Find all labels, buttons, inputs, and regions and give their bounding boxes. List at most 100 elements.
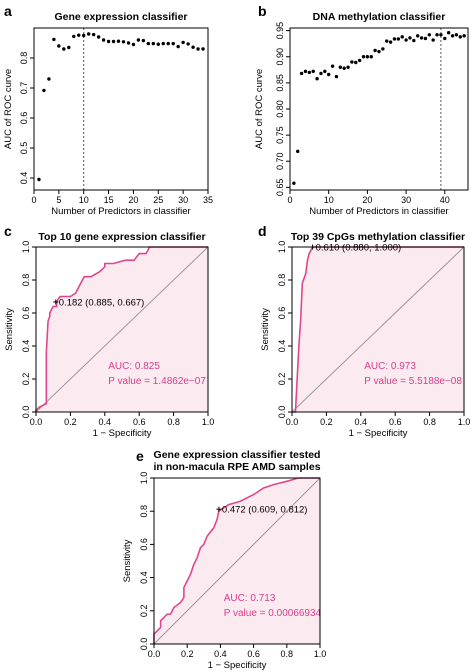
panel-b-point: [458, 35, 462, 39]
panel-e-title: Gene expression classifier tested: [154, 449, 321, 461]
panel-e-reference-diagonal: [153, 477, 321, 645]
panel-e-x-tick-label: 0.8: [281, 649, 294, 659]
panel-b-point: [311, 69, 315, 74]
panel-c-title: Top 10 gene expression classifier: [38, 231, 205, 243]
panel-a-y-tick-label: 0.6: [19, 112, 29, 125]
panel-b-point: [365, 55, 370, 59]
panel-b-point: [334, 74, 339, 79]
panel-e-x-axis-label: 1 − Specificity: [208, 660, 267, 671]
panel-b-point: [439, 33, 443, 37]
panel-e-y-tick-label: 0.0: [139, 638, 149, 651]
panel-c-threshold-label: 0.182 (0.885, 0.667): [59, 297, 145, 308]
panel-a-point: [67, 45, 71, 50]
panel-b-letter: b: [258, 3, 267, 19]
panel-b-point: [346, 65, 350, 69]
panel-b-point: [292, 181, 296, 185]
panel-c-y-tick-label: 0.8: [21, 274, 31, 287]
panel-b-point: [423, 36, 428, 41]
panel-c-x-axis-label: 1 − Specificity: [93, 428, 152, 439]
panel-e-x-tick-label: 1.0: [314, 649, 327, 659]
panel-a-point: [131, 42, 136, 47]
panel-a-point: [37, 177, 41, 182]
panel-e-roc-curve: [153, 477, 320, 644]
panel-c-frame: [35, 246, 209, 413]
panel-a-x-tick-label: 30: [178, 195, 188, 205]
panel-a-x-axis-label: Number of Predictors in classifier: [51, 206, 190, 217]
panel-a-point: [96, 35, 101, 39]
panel-b-y-tick-label: 0.65: [275, 179, 285, 197]
panel-b-point: [385, 39, 389, 43]
panel-e-y-tick-label: 0.2: [139, 605, 149, 618]
panel-e-threshold-label: 0.472 (0.609, 0.812): [222, 505, 308, 516]
panel-e-letter: e: [136, 448, 144, 464]
panel-a-x-tick-label: 25: [153, 195, 163, 205]
panel-b-point: [431, 38, 435, 42]
panel-b-point: [369, 55, 373, 59]
panel-d-y-tick-label: 0.6: [277, 307, 287, 320]
panel-a-point: [196, 47, 200, 51]
panel-b-x-tick-label: 20: [362, 195, 372, 205]
panel-b-y-tick-label: 0.85: [275, 74, 285, 92]
panel-e-x-tick-label: 0.0: [148, 649, 161, 659]
panel-b-point: [443, 36, 447, 41]
panel-d-x-tick-label: 0.4: [355, 417, 368, 427]
panel-b-point: [381, 47, 385, 51]
panel-b-x-tick-label: 30: [401, 195, 411, 205]
panel-a-point: [201, 47, 205, 51]
panel-a-point: [111, 39, 116, 44]
panel-a-point: [47, 77, 51, 81]
panel-a-y-tick-label: 0.5: [19, 142, 29, 155]
panel-b-point: [404, 38, 408, 42]
panel-b-point: [338, 65, 343, 69]
panel-e-x-tick-label: 0.2: [181, 649, 194, 659]
panel-a-point: [171, 41, 175, 46]
panel-b-point: [446, 31, 451, 35]
panel-a-point: [156, 42, 160, 46]
panel-e-auc-label: AUC: 0.713: [224, 593, 276, 604]
panel-a-x-tick-label: 0: [31, 195, 36, 205]
panel-b-point: [296, 149, 300, 154]
panel-a-point: [52, 37, 56, 42]
panel-a-y-tick-label: 0.7: [19, 82, 29, 95]
panel-b-point: [462, 34, 466, 38]
panel-e-y-tick-label: 0.8: [139, 505, 149, 518]
panel-b-point: [412, 38, 416, 43]
panel-d-frame: [291, 246, 465, 413]
panel-c-roc-curve: [35, 246, 208, 412]
panel-b-point: [326, 72, 331, 77]
panel-b-point: [415, 34, 420, 38]
panel-b-point: [307, 70, 312, 75]
panel-c-x-tick-label: 1.0: [202, 417, 215, 427]
panel-b-y-tick-label: 0.95: [275, 22, 285, 40]
panel-b-y-tick-label: 0.80: [275, 100, 285, 118]
panel-a-point: [176, 44, 180, 49]
panel-e-y-tick-label: 0.6: [139, 538, 149, 551]
panel-b-point: [408, 36, 412, 40]
panel-d-x-axis-label: 1 − Specificity: [349, 428, 408, 439]
panel-b-point: [396, 37, 401, 41]
panel-b-point: [315, 76, 319, 81]
panel-c-y-tick-label: 0.0: [21, 406, 31, 419]
panel-b-x-tick-label: 10: [324, 195, 334, 205]
panel-c-letter: c: [4, 223, 12, 239]
panel-a-point: [146, 41, 151, 46]
panel-b-point: [377, 49, 381, 54]
panel-b-point: [419, 36, 424, 40]
panel-d-y-axis-label: Sensitivity: [260, 308, 271, 351]
panel-a-point: [161, 41, 165, 46]
panel-c-auc-label: AUC: 0.825: [108, 361, 160, 372]
panel-c-y-tick-label: 0.2: [21, 373, 31, 386]
panel-b-point: [357, 58, 362, 63]
panel-b-x-axis-label: Number of Predictors in classifier: [309, 206, 448, 217]
panel-a-point: [57, 44, 61, 48]
panel-a-x-tick-label: 15: [104, 195, 114, 205]
panel-a-point: [151, 41, 156, 46]
panel-a-point: [106, 39, 111, 44]
panel-a-x-tick-label: 10: [79, 195, 89, 205]
panel-a-x-tick-label: 35: [203, 195, 213, 205]
panel-b-point: [319, 71, 323, 76]
panel-a-point: [126, 41, 131, 45]
panel-a-point: [116, 39, 121, 43]
panel-b-point: [392, 37, 397, 41]
panel-a-point: [86, 32, 91, 36]
